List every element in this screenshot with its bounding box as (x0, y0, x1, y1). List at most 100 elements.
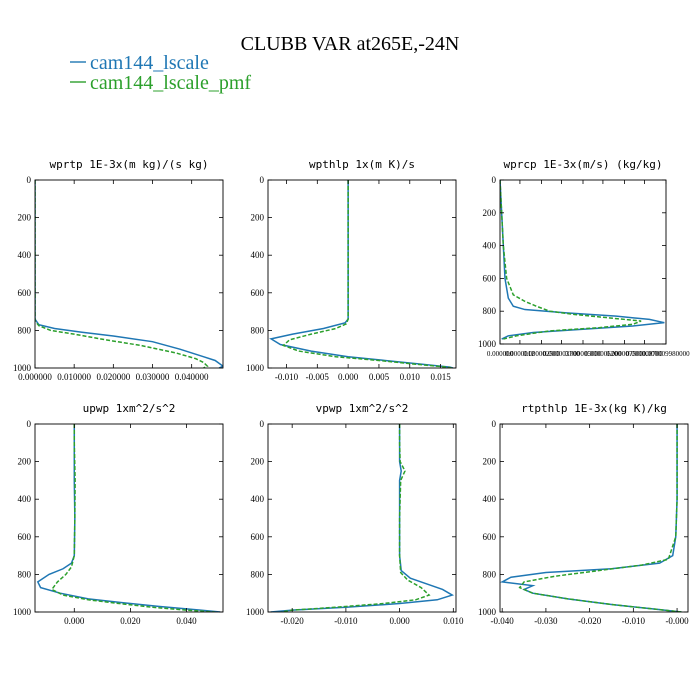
y-tick-label: 200 (483, 208, 497, 218)
y-tick-label: 800 (251, 325, 265, 335)
x-tick-label: 0.000 (338, 372, 359, 382)
x-tick-label: 0.000003700 (543, 350, 580, 358)
plot-frame (34, 423, 224, 613)
y-tick-label: 200 (483, 457, 497, 467)
y-tick-label: 400 (251, 250, 265, 260)
subplot-2: wpthlp 1x(m K)/s 0 200 400 600 800 1000 -0.010-… (246, 158, 457, 382)
plot-frame (34, 179, 224, 369)
y-tick-label: 600 (483, 273, 497, 283)
series-line-lscale (36, 424, 221, 612)
y-tick-label: 800 (483, 569, 497, 579)
y-tick-label: 1000 (13, 607, 32, 617)
series-line-lscale-pmf (500, 180, 642, 340)
y-tick-label: 600 (18, 288, 32, 298)
y-tick-label: 400 (483, 494, 497, 504)
plot-frame (267, 179, 457, 369)
x-tick-label: -0.000 (665, 616, 689, 626)
y-tick-label: 1000 (478, 607, 497, 617)
subplot-title: wprtp 1E-3x(m kg)/(s kg) (50, 158, 209, 171)
series-line-lscale-pmf (518, 424, 682, 612)
y-tick-label: 600 (483, 532, 497, 542)
subplot-6: rtpthlp 1E-3x(kg K)/kg02004006008001000-… (478, 402, 689, 626)
series-group (269, 180, 454, 368)
x-tick-label: 0.0000012 (505, 350, 535, 358)
y-tick-label: 1000 (246, 607, 265, 617)
y-tick-label: 800 (18, 325, 32, 335)
y-tick-label: 800 (251, 569, 265, 579)
x-tick-label: -0.040 (491, 616, 515, 626)
y-tick-label: 600 (251, 288, 265, 298)
y-tick-label: 800 (18, 569, 32, 579)
series-line-lscale (500, 424, 682, 612)
y-tick-label: 600 (18, 532, 32, 542)
series-group (36, 424, 221, 612)
y-tick-label: 200 (18, 457, 32, 467)
subplot-title: wprcp 1E-3x(m/s) (kg/kg) (504, 158, 663, 171)
subplot-title: upwp 1xm^2/s^2 (83, 402, 176, 415)
series-line-lscale (35, 180, 223, 368)
x-tick-label: 0.000 (64, 616, 85, 626)
x-tick-label: 0.010000 (57, 372, 91, 382)
x-tick-label: -0.005 (306, 372, 330, 382)
x-tick-label: 0.005 (369, 372, 390, 382)
x-tick-label: 0.000002500 (523, 350, 560, 358)
subplot-title: vpwp 1xm^2/s^2 (316, 402, 409, 415)
x-tick-label: 0.000008700 (626, 350, 663, 358)
x-tick-label: 0.030000 (136, 372, 170, 382)
series-group (500, 424, 682, 612)
subplot-title: wpthlp 1x(m K)/s (309, 158, 415, 171)
subplot-5: vpwp 1xm^2/s^2 0 200 400 600 800 1000 -0.020 -0.… (246, 402, 464, 626)
y-tick-label: 0 (27, 175, 32, 185)
y-tick-label: 1000 (246, 363, 265, 373)
x-tick-label: 0.040 (176, 616, 197, 626)
x-tick-label: -0.010 (334, 616, 358, 626)
y-tick-label: 400 (18, 250, 32, 260)
y-tick-label: 1000 (13, 363, 32, 373)
x-tick-label: 0.020000 (96, 372, 130, 382)
x-tick-label: 0.010 (400, 372, 421, 382)
series-line-lscale-pmf (281, 424, 431, 612)
plot-frame (499, 423, 689, 613)
x-tick-label: 0.000000 (487, 350, 514, 358)
figure-title: CLUBB VAR at265E,-24N (241, 33, 460, 55)
y-tick-label: 800 (483, 306, 497, 316)
plot-frame (499, 179, 667, 345)
x-tick-label: 0.000007500 (606, 350, 643, 358)
x-tick-label: 0.040000 (175, 372, 209, 382)
x-tick-label: -0.020 (578, 616, 602, 626)
series-line-lscale-pmf (35, 180, 209, 368)
series-line-lscale (270, 424, 455, 612)
x-tick-label: 0.000006200 (585, 350, 622, 358)
y-tick-label: 0 (260, 175, 265, 185)
x-tick-label: 0.020 (120, 616, 141, 626)
series-line-lscale (269, 180, 454, 368)
y-tick-label: 0 (27, 419, 32, 429)
series-group (270, 424, 455, 612)
y-tick-label: 0 (492, 419, 497, 429)
y-tick-label: 0 (492, 175, 497, 185)
y-tick-label: 400 (483, 241, 497, 251)
x-tick-label: -0.030 (534, 616, 558, 626)
x-tick-label: 0.000009980000 (642, 350, 690, 358)
series-group (35, 180, 223, 368)
x-tick-label: 0.000000 (18, 372, 52, 382)
x-tick-label: 0.015 (430, 372, 451, 382)
legend: cam144_lscale cam144_lscale_pmf (70, 52, 251, 94)
series-line-lscale-pmf (50, 424, 215, 612)
y-tick-label: 200 (251, 457, 265, 467)
series-group (500, 180, 665, 340)
series-line-lscale-pmf (281, 180, 452, 368)
y-tick-label: 200 (251, 213, 265, 223)
subplot-grid: wprtp 1E-3x(m kg)/(s kg) 0 200 400 600 800 100… (13, 158, 690, 626)
x-tick-label: -0.010 (275, 372, 299, 382)
plot-frame (267, 423, 457, 613)
x-tick-label: -0.010 (622, 616, 646, 626)
subplot-3: wprcp 1E-3x(m/s) (kg/kg) 0 200 400 600 800 100… (478, 158, 690, 358)
x-tick-label: 0.000 (389, 616, 410, 626)
y-tick-label: 600 (251, 532, 265, 542)
y-tick-label: 400 (251, 494, 265, 504)
x-tick-label: -0.020 (281, 616, 305, 626)
legend-label-lscale: cam144_lscale (90, 52, 209, 74)
subplot-4: upwp 1xm^2/s^2 0 200 400 600 800 1000 0.000 0.02… (13, 402, 224, 626)
legend-label-pmf: cam144_lscale_pmf (90, 72, 251, 94)
